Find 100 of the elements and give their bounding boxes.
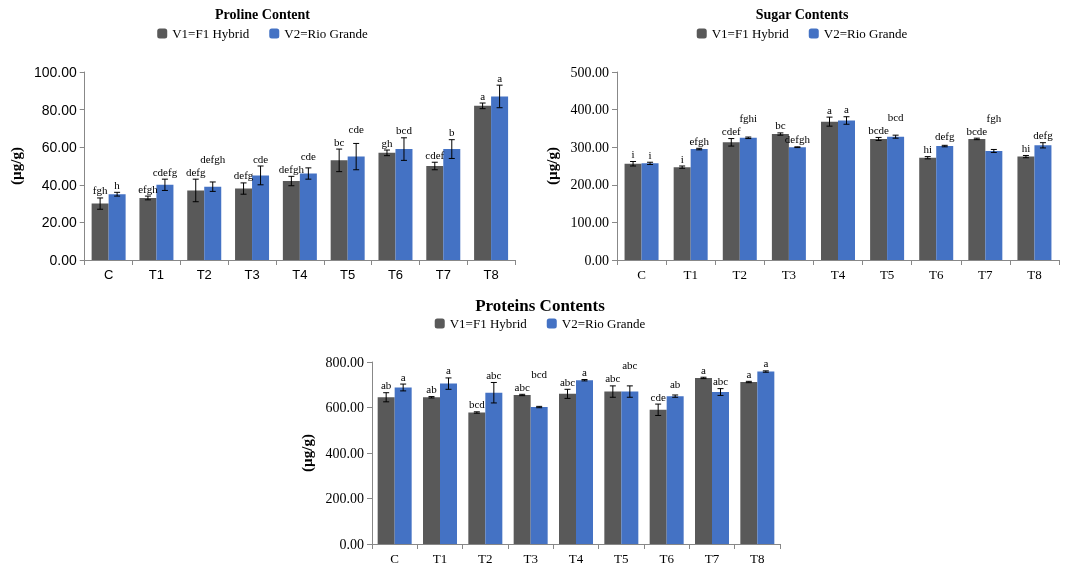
data-label: h <box>114 178 121 191</box>
data-label: bc <box>333 135 345 148</box>
bar <box>108 194 126 260</box>
data-label: defg <box>233 169 254 182</box>
data-label: defg <box>185 165 207 178</box>
bar <box>377 397 395 544</box>
bar <box>757 371 775 544</box>
bar <box>673 167 691 260</box>
x-tick-label: T5 <box>879 267 895 282</box>
bar <box>468 412 486 544</box>
bar <box>299 173 317 260</box>
data-label: gh <box>381 136 393 149</box>
y-axis-title: (µg/g) <box>7 147 25 185</box>
data-label: defg <box>1033 128 1054 141</box>
data-label: cdef <box>721 125 742 138</box>
data-label: defgh <box>200 152 226 165</box>
data-label: a <box>446 364 452 377</box>
bar <box>712 392 729 544</box>
data-label: a <box>746 367 752 380</box>
bar <box>722 142 740 260</box>
legend-label: V1=F1 Hybrid <box>711 26 790 41</box>
x-tick-label: T8 <box>1027 267 1042 282</box>
x-tick-label: T5 <box>614 551 629 566</box>
bar <box>821 121 838 260</box>
bar <box>378 152 396 260</box>
bar <box>985 150 1003 260</box>
y-tick-label: 800.00 <box>325 354 364 370</box>
bar <box>968 138 986 260</box>
data-label: bcde <box>868 123 890 136</box>
bar <box>1017 156 1035 260</box>
x-tick-label: T4 <box>830 267 846 282</box>
data-label: a <box>763 357 769 370</box>
bar <box>641 163 659 260</box>
data-label: abc <box>514 380 530 393</box>
x-tick-label: T6 <box>929 267 944 282</box>
bar <box>252 175 270 260</box>
bar <box>624 163 642 260</box>
y-tick-label: 500.00 <box>570 64 609 80</box>
data-label: abc <box>712 375 729 388</box>
legend-label: V2=Rio Grande <box>823 26 908 41</box>
data-label: abc <box>486 368 502 381</box>
bar <box>440 383 457 544</box>
y-tick-label: 300.00 <box>570 139 609 155</box>
data-label: ab <box>426 383 438 396</box>
x-tick-label: C <box>390 551 399 566</box>
y-tick-label: 200.00 <box>325 491 364 506</box>
bar <box>330 160 348 260</box>
data-label: defgh <box>278 162 305 175</box>
data-label: cde <box>348 122 364 135</box>
bar <box>443 149 461 260</box>
bar <box>530 407 548 544</box>
data-label: abc <box>559 375 576 388</box>
x-tick-label: T2 <box>478 551 493 566</box>
data-label: ab <box>380 379 392 392</box>
bar <box>887 136 905 260</box>
data-label: defg <box>934 130 955 143</box>
y-tick-label: 100.00 <box>570 214 609 230</box>
x-tick-label: T8 <box>483 267 499 282</box>
data-label: a <box>480 89 486 102</box>
bar <box>282 181 300 260</box>
chart-title: Proteins Contents <box>475 296 606 315</box>
data-label: cde <box>252 152 269 165</box>
y-tick-label: 200.00 <box>570 177 609 193</box>
chart-title: Sugar Contents <box>755 6 849 22</box>
y-tick-label: 600.00 <box>325 400 364 415</box>
bar <box>474 105 492 260</box>
bar <box>156 184 174 260</box>
data-label: hi <box>923 143 932 156</box>
data-label: a <box>844 103 850 116</box>
legend-label: V1=F1 Hybrid <box>172 26 250 41</box>
data-label: bcd <box>531 367 548 380</box>
bar <box>649 409 667 544</box>
x-tick-label: T5 <box>340 267 356 282</box>
data-label: bcd <box>887 110 905 123</box>
data-label: fgh <box>986 111 1002 124</box>
data-label: efgh <box>138 182 159 195</box>
x-tick-label: T8 <box>750 551 765 566</box>
data-label: hi <box>1021 141 1031 154</box>
data-label: cde <box>300 149 317 162</box>
y-axis-title: (µg/g) <box>298 434 316 472</box>
data-label: a <box>827 103 833 116</box>
x-tick-label: T2 <box>732 267 747 282</box>
data-label: cdef <box>425 148 445 161</box>
y-tick-label: 0.00 <box>584 252 609 268</box>
bar <box>491 96 509 260</box>
data-label: fghi <box>739 112 758 125</box>
data-label: cde <box>650 390 666 403</box>
bar <box>394 387 412 544</box>
x-tick-label: T3 <box>781 267 797 282</box>
x-tick-label: T3 <box>523 551 538 566</box>
bar <box>485 392 503 544</box>
y-tick-label: 60.00 <box>41 139 77 156</box>
data-label: a <box>400 370 406 383</box>
bar <box>919 157 937 260</box>
bar <box>936 146 954 260</box>
y-tick-label: 0.00 <box>49 252 77 268</box>
data-label: i <box>680 152 684 165</box>
legend-label: V2=Rio Grande <box>561 316 646 331</box>
x-tick-label: T1 <box>148 267 165 282</box>
bar <box>788 147 806 260</box>
